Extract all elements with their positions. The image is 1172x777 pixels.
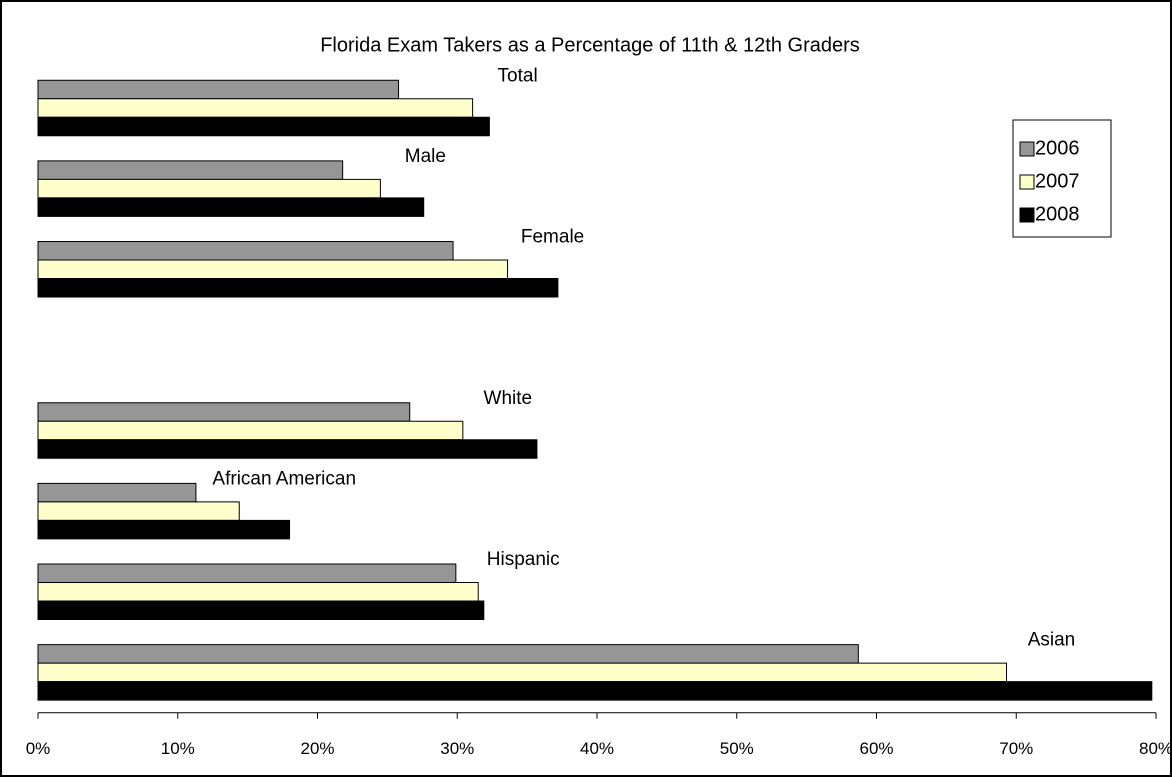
legend-label: 2006	[1035, 137, 1080, 159]
bar	[37, 98, 474, 118]
legend-swatch	[1019, 141, 1035, 157]
bar	[37, 600, 485, 621]
bar	[37, 563, 457, 584]
bar	[37, 197, 425, 217]
bar	[37, 662, 1007, 683]
bar	[37, 482, 197, 503]
category-label: Hispanic	[487, 549, 560, 570]
x-tick-label: 10%	[161, 739, 195, 758]
bar	[37, 259, 509, 280]
bar	[37, 644, 859, 664]
bar	[37, 402, 411, 422]
category-label: Total	[498, 65, 538, 86]
category-label: Female	[521, 227, 584, 248]
bar	[37, 79, 400, 100]
bar	[37, 420, 464, 441]
x-tick-label: 20%	[300, 739, 334, 758]
bar	[37, 439, 538, 459]
x-tick-label: 30%	[440, 739, 474, 758]
bar	[37, 160, 344, 180]
bar	[37, 582, 479, 602]
category-label: White	[484, 388, 533, 409]
bar	[37, 116, 490, 137]
x-tick-label: 50%	[720, 739, 754, 758]
bar	[37, 681, 1153, 701]
chart-title: Florida Exam Takers as a Percentage of 1…	[320, 34, 860, 56]
bar	[37, 519, 291, 540]
x-tick-label: 60%	[859, 739, 893, 758]
x-tick-label: 70%	[999, 739, 1033, 758]
category-label: Male	[405, 146, 446, 167]
category-label: Asian	[1028, 630, 1076, 651]
legend-label: 2007	[1035, 170, 1080, 192]
x-tick-label: 0%	[26, 739, 51, 758]
bar	[37, 241, 454, 261]
bar	[37, 501, 240, 521]
legend-swatch	[1019, 174, 1035, 190]
category-label: African American	[212, 468, 356, 489]
x-tick-label: 40%	[580, 739, 614, 758]
bar	[37, 278, 559, 298]
legend-label: 2008	[1035, 203, 1080, 225]
legend-swatch	[1019, 207, 1035, 223]
bar	[37, 178, 381, 199]
x-tick-label: 80%	[1139, 739, 1172, 758]
